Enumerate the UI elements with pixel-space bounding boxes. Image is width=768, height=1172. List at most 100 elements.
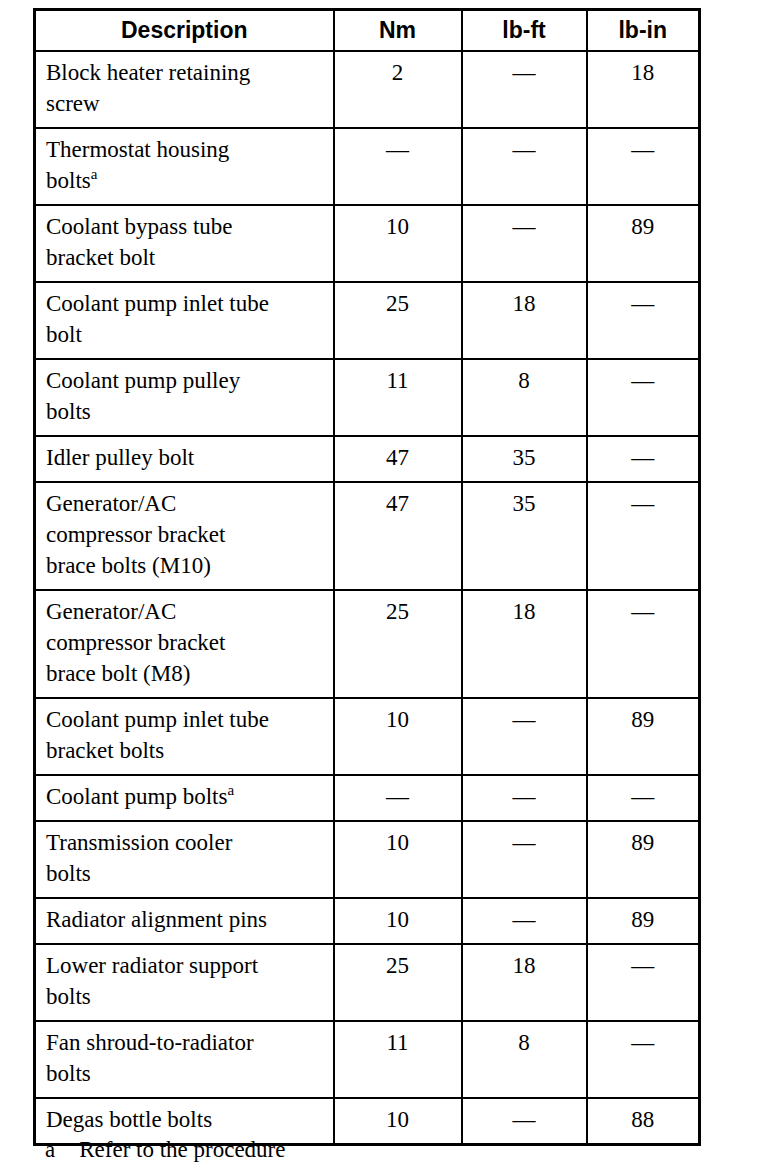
table-row: Generator/AC compressor bracket brace bo… <box>35 590 700 698</box>
column-header: lb-in <box>587 10 700 52</box>
description-cell: Coolant bypass tube bracket bolt <box>35 205 334 282</box>
lbft-value-cell: — <box>462 898 587 944</box>
table-row: Fan shroud-to-radiator bolts118— <box>35 1021 700 1098</box>
nm-value-cell: 2 <box>334 51 462 128</box>
description-cell: Coolant pump inlet tube bracket bolts <box>35 698 334 775</box>
lbin-value-cell: — <box>587 359 700 436</box>
lbin-value-cell: — <box>587 775 700 821</box>
nm-value-cell: 25 <box>334 590 462 698</box>
lbin-value-cell: 89 <box>587 898 700 944</box>
description-cell: Radiator alignment pins <box>35 898 334 944</box>
lbft-value-cell: — <box>462 775 587 821</box>
description-text: Coolant pump inlet tube bolt <box>46 291 269 347</box>
table-row: Coolant bypass tube bracket bolt 10—89 <box>35 205 700 282</box>
lbft-value-cell: — <box>462 821 587 898</box>
description-cell: Coolant pump inlet tube bolt <box>35 282 334 359</box>
nm-value-cell: 11 <box>334 359 462 436</box>
lbin-value-cell: 89 <box>587 698 700 775</box>
lbin-value-cell: — <box>587 436 700 482</box>
lbft-value-cell: 18 <box>462 282 587 359</box>
description-text: Coolant bypass tube bracket bolt <box>46 214 233 270</box>
column-header: Description <box>35 10 334 52</box>
column-header: lb-ft <box>462 10 587 52</box>
description-cell: Thermostat housing boltsa <box>35 128 334 205</box>
footnote-text: Refer to the procedure <box>79 1137 285 1162</box>
nm-value-cell: 10 <box>334 1098 462 1145</box>
header-row: DescriptionNmlb-ftlb-in <box>35 10 700 52</box>
nm-value-cell: 10 <box>334 821 462 898</box>
description-text: Radiator alignment pins <box>46 907 267 932</box>
table-row: Generator/AC compressor bracket brace bo… <box>35 482 700 590</box>
table-row: Coolant pump pulley bolts 118— <box>35 359 700 436</box>
nm-value-cell: 10 <box>334 898 462 944</box>
footnote-marker: a <box>45 1136 55 1164</box>
description-cell: Coolant pump boltsa <box>35 775 334 821</box>
footnote-reference: a <box>91 166 98 182</box>
table-row: Idler pulley bolt 4735— <box>35 436 700 482</box>
table-body: Block heater retaining screw2—18Thermost… <box>35 51 700 1145</box>
table-row: Transmission cooler bolts 10—89 <box>35 821 700 898</box>
description-cell: Fan shroud-to-radiator bolts <box>35 1021 334 1098</box>
lbft-value-cell: — <box>462 1098 587 1145</box>
table-row: Thermostat housing boltsa——— <box>35 128 700 205</box>
lbft-value-cell: — <box>462 128 587 205</box>
lbin-value-cell: 18 <box>587 51 700 128</box>
nm-value-cell: — <box>334 128 462 205</box>
lbft-value-cell: — <box>462 698 587 775</box>
description-cell: Generator/AC compressor bracket brace bo… <box>35 482 334 590</box>
description-cell: Coolant pump pulley bolts <box>35 359 334 436</box>
nm-value-cell: 10 <box>334 698 462 775</box>
lbft-value-cell: 8 <box>462 359 587 436</box>
description-cell: Block heater retaining screw <box>35 51 334 128</box>
lbft-value-cell: — <box>462 51 587 128</box>
description-text: Transmission cooler bolts <box>46 830 232 886</box>
description-cell: Transmission cooler bolts <box>35 821 334 898</box>
description-text: Coolant pump pulley bolts <box>46 368 240 424</box>
description-text: Generator/AC compressor bracket brace bo… <box>46 599 225 686</box>
nm-value-cell: 25 <box>334 944 462 1021</box>
nm-value-cell: — <box>334 775 462 821</box>
description-text: Fan shroud-to-radiator bolts <box>46 1030 254 1086</box>
description-text: Coolant pump bolts <box>46 784 227 809</box>
lbin-value-cell: — <box>587 128 700 205</box>
table-row: Coolant pump inlet tube bolt 2518— <box>35 282 700 359</box>
description-text: Generator/AC compressor bracket brace bo… <box>46 491 225 578</box>
table-row: Radiator alignment pins 10—89 <box>35 898 700 944</box>
description-text: Degas bottle bolts <box>46 1107 212 1132</box>
table-row: Lower radiator support bolts 2518— <box>35 944 700 1021</box>
lbft-value-cell: — <box>462 205 587 282</box>
description-cell: Generator/AC compressor bracket brace bo… <box>35 590 334 698</box>
lbin-value-cell: — <box>587 590 700 698</box>
footnote: a Refer to the procedure <box>45 1136 285 1164</box>
lbin-value-cell: 89 <box>587 821 700 898</box>
lbft-value-cell: 35 <box>462 436 587 482</box>
lbin-value-cell: 88 <box>587 1098 700 1145</box>
lbft-value-cell: 35 <box>462 482 587 590</box>
table-row: Coolant pump boltsa——— <box>35 775 700 821</box>
description-text: Lower radiator support bolts <box>46 953 258 1009</box>
table-row: Coolant pump inlet tube bracket bolts 10—… <box>35 698 700 775</box>
nm-value-cell: 11 <box>334 1021 462 1098</box>
description-text: Coolant pump inlet tube bracket bolts <box>46 707 269 763</box>
description-text: Block heater retaining screw <box>46 60 250 116</box>
lbft-value-cell: 18 <box>462 944 587 1021</box>
description-text: Idler pulley bolt <box>46 445 194 470</box>
nm-value-cell: 47 <box>334 482 462 590</box>
lbin-value-cell: — <box>587 482 700 590</box>
lbin-value-cell: — <box>587 944 700 1021</box>
nm-value-cell: 47 <box>334 436 462 482</box>
column-header: Nm <box>334 10 462 52</box>
lbin-value-cell: 89 <box>587 205 700 282</box>
footnote-reference: a <box>227 782 234 798</box>
nm-value-cell: 25 <box>334 282 462 359</box>
lbin-value-cell: — <box>587 282 700 359</box>
table-row: Block heater retaining screw 2—18 <box>35 51 700 128</box>
lbft-value-cell: 18 <box>462 590 587 698</box>
manual-page: DescriptionNmlb-ftlb-in Block heater ret… <box>0 0 768 1172</box>
description-cell: Idler pulley bolt <box>35 436 334 482</box>
lbft-value-cell: 8 <box>462 1021 587 1098</box>
nm-value-cell: 10 <box>334 205 462 282</box>
description-cell: Lower radiator support bolts <box>35 944 334 1021</box>
description-text: Thermostat housing bolts <box>46 137 229 193</box>
torque-spec-table: DescriptionNmlb-ftlb-in Block heater ret… <box>33 8 701 1146</box>
